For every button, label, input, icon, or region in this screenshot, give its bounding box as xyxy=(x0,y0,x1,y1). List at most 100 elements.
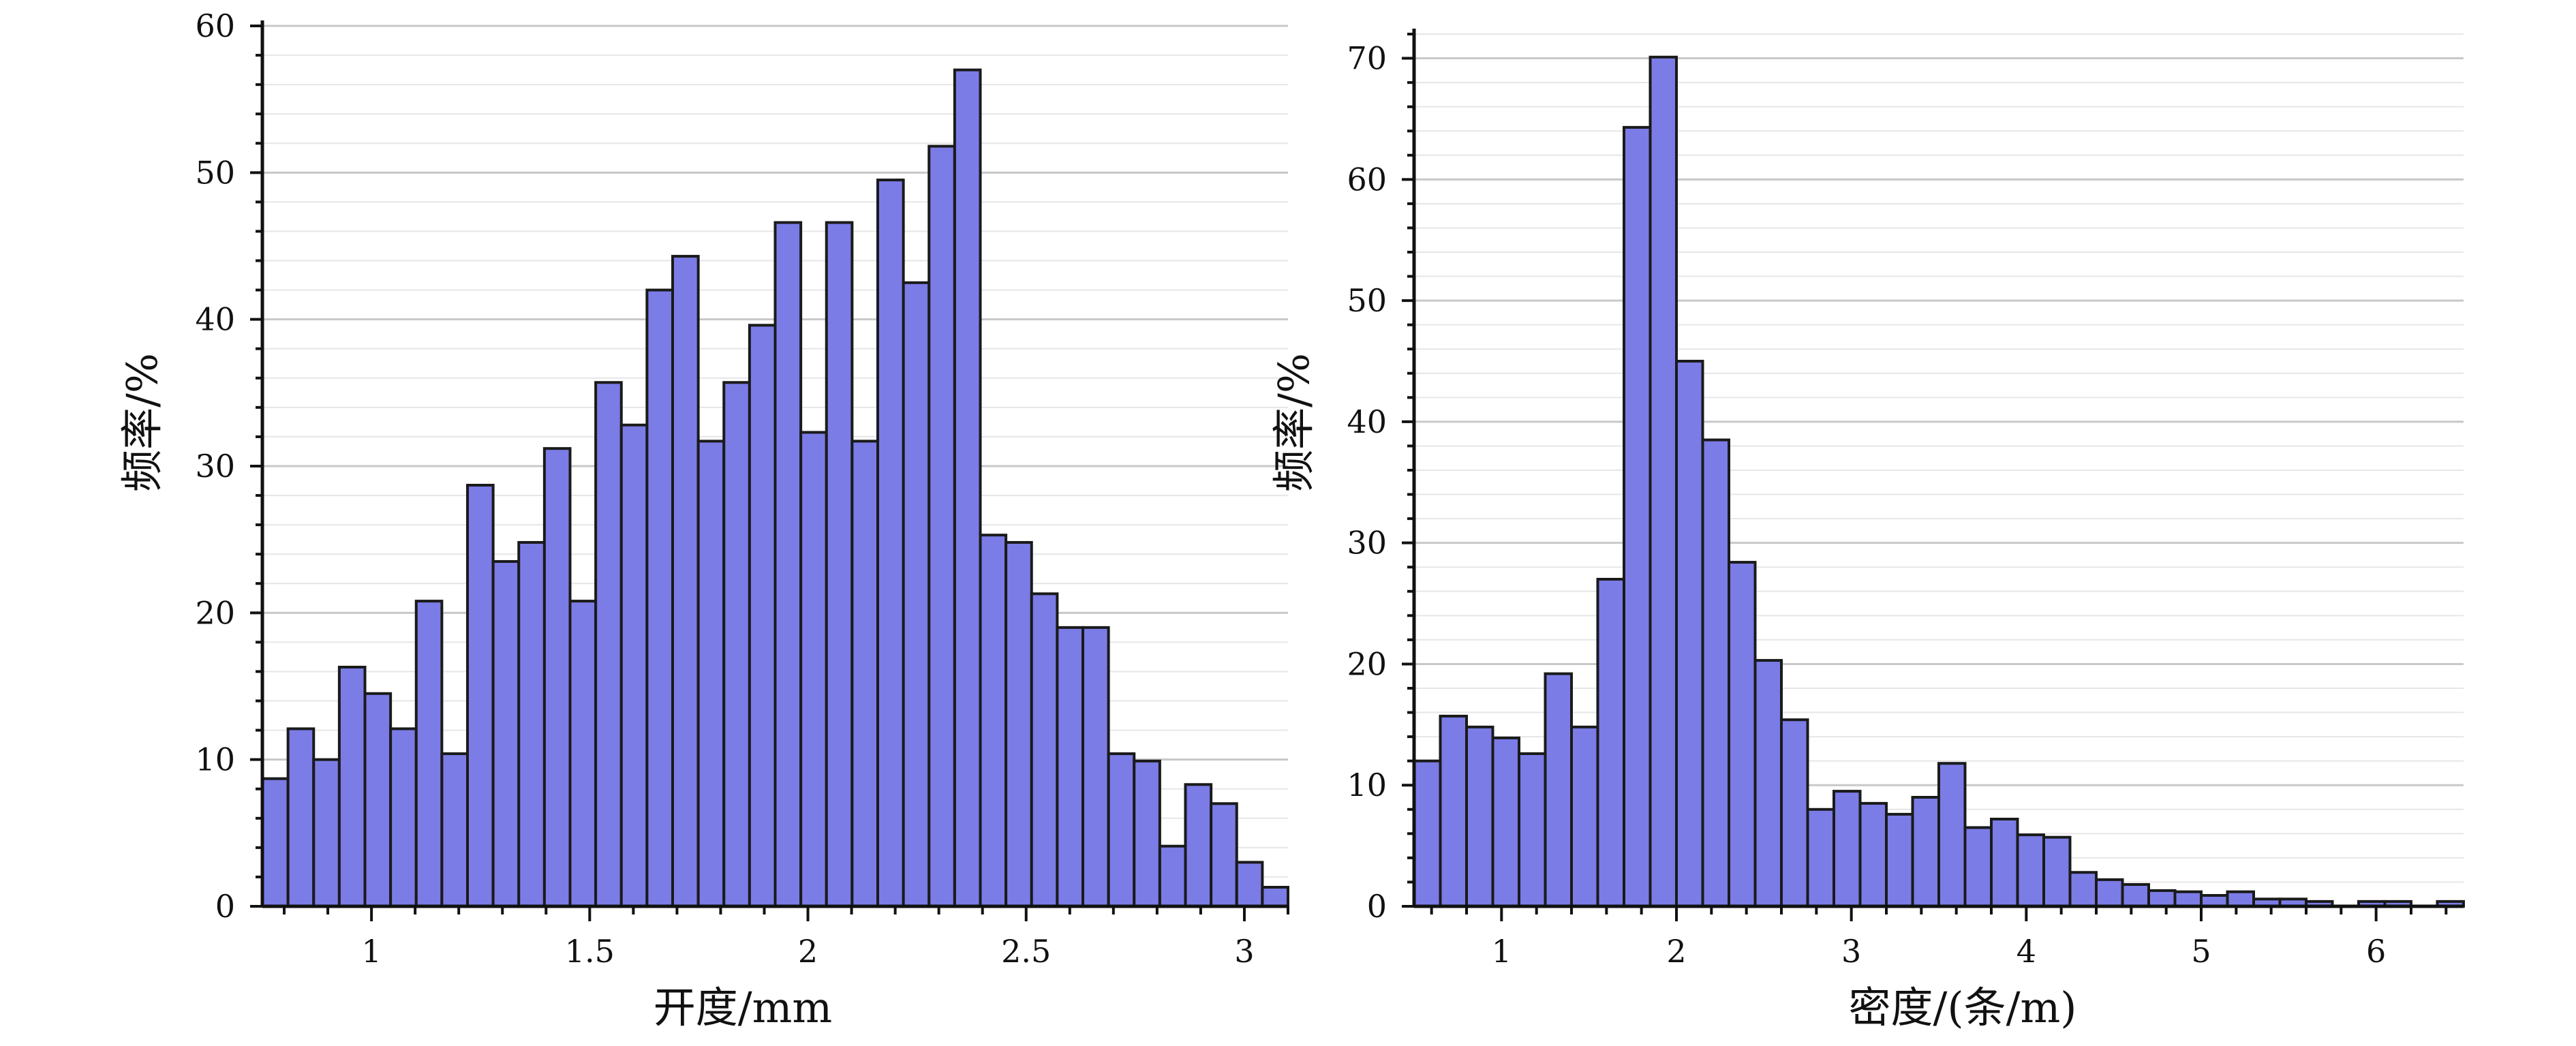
density-bar xyxy=(1439,714,1468,908)
aperture-bar xyxy=(440,752,469,908)
aperture-bar xyxy=(645,288,674,908)
density-bar xyxy=(2121,883,2150,908)
density-y-tick-label: 10 xyxy=(1347,767,1387,803)
density-bar xyxy=(2095,878,2124,908)
aperture-bar xyxy=(1210,802,1238,908)
aperture-bar xyxy=(594,381,623,908)
aperture-bar xyxy=(261,777,290,908)
aperture-y-tick-label: 60 xyxy=(195,7,235,44)
aperture-bar xyxy=(542,447,572,908)
aperture-bar xyxy=(953,68,982,908)
density-bar xyxy=(1937,762,1967,908)
aperture-x-axis-label: 开度/mm xyxy=(654,983,832,1032)
density-bar xyxy=(1465,725,1494,908)
aperture-bar xyxy=(337,666,367,908)
density-bar xyxy=(1753,659,1783,908)
density-bar xyxy=(2068,871,2098,908)
aperture-bar xyxy=(414,600,444,908)
density-bar xyxy=(1885,812,1914,908)
aperture-x-tick-label: 3 xyxy=(1234,933,1254,970)
aperture-bar xyxy=(1184,783,1213,908)
aperture-histogram: 0 10 20 30 40 50 60 1 1.5 2 2.5 3 开度/mm 频率/% xyxy=(117,7,1289,1032)
aperture-bar xyxy=(619,423,649,908)
aperture-bar xyxy=(1056,626,1084,908)
density-bar xyxy=(1780,718,1809,908)
density-bar xyxy=(1413,759,1442,908)
density-bar xyxy=(1728,561,1757,908)
aperture-bar xyxy=(1133,759,1161,908)
density-y-tick-label: 40 xyxy=(1347,403,1387,440)
density-y-tick-label: 0 xyxy=(1367,888,1387,925)
aperture-bar xyxy=(1158,844,1187,908)
density-bar xyxy=(2147,889,2177,908)
aperture-x-tick-label: 2.5 xyxy=(1001,933,1051,970)
density-bar xyxy=(1963,826,1993,908)
aperture-bar xyxy=(1005,540,1033,908)
density-bar xyxy=(1858,801,1888,908)
aperture-bar xyxy=(1261,886,1289,908)
aperture-bar xyxy=(466,483,495,908)
density-ticks: 0 10 20 30 40 50 60 70 1 2 3 4 5 6 xyxy=(1347,33,2448,970)
aperture-bar xyxy=(389,727,418,908)
density-x-tick-label: 4 xyxy=(2017,933,2036,970)
aperture-bar xyxy=(722,381,751,908)
aperture-bar xyxy=(748,324,777,908)
aperture-bar xyxy=(876,179,905,908)
aperture-bar xyxy=(517,540,546,908)
aperture-ticks: 0 10 20 30 40 50 60 1 1.5 2 2.5 3 xyxy=(195,7,1289,970)
aperture-bar xyxy=(312,758,341,908)
aperture-y-tick-label: 30 xyxy=(195,448,235,484)
aperture-y-tick-label: 0 xyxy=(215,888,235,925)
density-bar xyxy=(1596,578,1625,908)
density-bar xyxy=(1491,736,1520,908)
aperture-y-tick-label: 40 xyxy=(195,301,235,338)
density-bar xyxy=(1570,725,1599,908)
density-bar xyxy=(1623,125,1652,908)
aperture-y-tick-label: 50 xyxy=(195,154,235,191)
aperture-bar xyxy=(850,440,879,908)
aperture-bar xyxy=(491,559,521,908)
aperture-x-tick-label: 2 xyxy=(798,933,818,970)
density-bar xyxy=(2173,890,2203,908)
aperture-bar xyxy=(979,534,1008,908)
aperture-bar xyxy=(568,600,598,908)
aperture-bar xyxy=(927,144,956,908)
aperture-bar xyxy=(286,727,316,908)
aperture-bar xyxy=(1235,861,1264,908)
density-bar xyxy=(1990,818,2019,908)
density-x-tick-label: 6 xyxy=(2366,933,2386,970)
aperture-x-tick-label: 1 xyxy=(361,933,381,970)
aperture-bar xyxy=(902,281,931,908)
density-bar xyxy=(2016,833,2045,908)
aperture-bar xyxy=(696,440,726,908)
density-bar xyxy=(1649,55,1678,908)
density-x-axis-label: 密度/(条/m) xyxy=(1849,983,2077,1032)
density-bar xyxy=(1806,807,1835,908)
aperture-bar xyxy=(825,221,854,908)
density-y-axis-label: 频率/% xyxy=(1269,353,1319,492)
density-y-tick-label: 20 xyxy=(1347,645,1387,682)
aperture-y-tick-label: 10 xyxy=(195,741,235,778)
density-bar xyxy=(1701,438,1730,908)
aperture-bar xyxy=(1030,592,1059,908)
aperture-x-tick-label: 1.5 xyxy=(565,933,615,970)
density-bar xyxy=(1911,796,1940,908)
aperture-bar xyxy=(773,221,803,908)
density-x-tick-label: 3 xyxy=(1841,933,1861,970)
density-x-tick-label: 5 xyxy=(2191,933,2211,970)
density-bar xyxy=(2226,890,2255,908)
density-bar xyxy=(1544,672,1573,908)
density-y-tick-label: 60 xyxy=(1347,161,1387,198)
density-x-tick-label: 1 xyxy=(1492,933,1512,970)
density-y-tick-label: 30 xyxy=(1347,525,1387,562)
aperture-bar xyxy=(799,431,828,908)
density-bar xyxy=(1675,360,1704,908)
aperture-y-tick-label: 20 xyxy=(195,594,235,631)
density-bar xyxy=(1518,752,1547,908)
aperture-y-axis-label: 频率/% xyxy=(117,353,167,492)
density-x-tick-label: 2 xyxy=(1666,933,1686,970)
density-y-tick-label: 50 xyxy=(1347,282,1387,319)
aperture-bar xyxy=(1107,752,1136,908)
aperture-bar xyxy=(363,692,393,908)
